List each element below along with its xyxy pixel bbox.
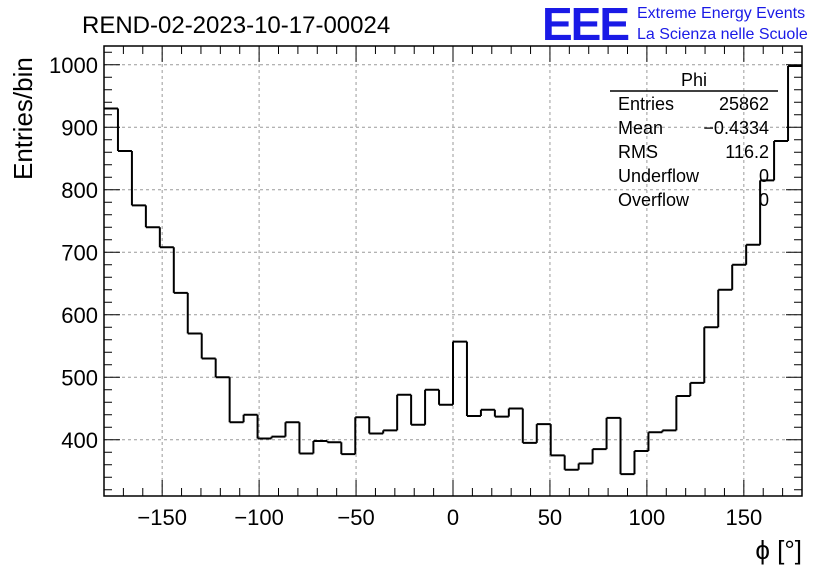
y-tick-label: 1000 — [49, 53, 98, 78]
histogram-bin — [452, 340, 467, 405]
stats-row-label: Underflow — [618, 166, 700, 186]
stats-row-label: Overflow — [618, 190, 690, 210]
stats-row-value: −0.4334 — [703, 118, 769, 138]
histogram-bin — [507, 407, 523, 417]
x-tick-label: −150 — [137, 505, 187, 530]
histogram-bin — [591, 448, 607, 464]
histogram-bin — [619, 417, 635, 476]
eee-logo: EEE Extreme Energy Events La Scienza nel… — [542, 0, 808, 50]
histogram-bin — [787, 65, 802, 141]
y-tick-label: 700 — [61, 240, 98, 265]
x-tick-label: −100 — [234, 505, 284, 530]
histogram-bin — [354, 416, 370, 455]
histogram-bin — [549, 424, 565, 457]
histogram-bin — [535, 423, 551, 443]
stats-rows: Entries 25862 Mean −0.4334 RMS 116.2 Underflow… — [618, 94, 769, 210]
histogram-bin — [144, 205, 160, 229]
histogram-bin — [284, 421, 300, 437]
x-tick-label: 150 — [725, 505, 762, 530]
histogram-bin — [410, 394, 426, 426]
logo-mark: EEE — [542, 0, 628, 50]
histogram-bin — [521, 408, 537, 444]
x-tick-label: −50 — [337, 505, 374, 530]
x-axis-title: ϕ [°] — [755, 535, 802, 565]
plot-title: REND-02-2023-10-17-00024 — [82, 12, 390, 39]
histogram-bin — [563, 455, 579, 471]
histogram-bin — [424, 388, 440, 425]
plot-frame — [103, 45, 803, 497]
histogram-bin — [158, 227, 174, 249]
histogram-bin — [633, 450, 649, 475]
histogram-bin — [312, 440, 328, 454]
grid-lines — [104, 46, 802, 496]
histogram-bin — [773, 140, 789, 181]
stats-row-value: 116.2 — [725, 142, 769, 162]
histogram-bin — [228, 377, 244, 424]
histogram-bin — [717, 288, 733, 328]
histogram-bin — [270, 435, 286, 439]
histogram-bin — [675, 395, 691, 431]
x-tick-label: 100 — [629, 505, 666, 530]
y-tick-label: 600 — [61, 303, 98, 328]
histogram-bins — [104, 65, 802, 476]
y-tick-label: 900 — [61, 115, 98, 140]
histogram-bin — [326, 441, 342, 444]
histogram-bin — [172, 247, 188, 294]
histogram-bin — [661, 429, 677, 433]
stats-row-value: 0 — [759, 166, 769, 186]
histogram-bin — [396, 393, 412, 431]
histogram-bin — [703, 326, 719, 383]
histogram-bin — [577, 462, 593, 470]
logo-line1: Extreme Energy Events — [637, 5, 805, 22]
histogram-bin — [745, 243, 761, 265]
histogram-bin — [479, 408, 495, 416]
y-axis-title: Entries/bin — [8, 57, 38, 180]
stats-row-label: Mean — [618, 118, 663, 138]
histogram-bin — [647, 431, 663, 451]
stats-box: Phi Entries 25862 Mean −0.4334 RMS 116.2 Under… — [610, 70, 778, 210]
histogram-bin — [731, 263, 747, 290]
y-tick-labels: 400 500 600 700 800 900 1000 — [49, 53, 98, 453]
histogram-bin — [605, 416, 621, 450]
stats-name: Phi — [681, 70, 707, 90]
x-tick-labels: −150 −100 −50 0 50 100 150 — [137, 505, 762, 530]
histogram-bin — [438, 389, 453, 406]
x-tick-label: 50 — [538, 505, 562, 530]
logo-line2: La Scienza nelle Scuole — [637, 26, 808, 43]
histogram-bin — [256, 414, 272, 440]
histogram-bin — [382, 429, 398, 434]
histogram-bin — [242, 413, 258, 423]
x-tick-label: 0 — [447, 505, 459, 530]
histogram-bin — [200, 333, 216, 360]
stats-row-label: Entries — [618, 94, 674, 114]
histogram-bin — [465, 341, 481, 417]
y-tick-label: 400 — [61, 428, 98, 453]
histogram-bin — [340, 442, 356, 456]
histogram-bin — [493, 409, 509, 418]
stats-row-value: 25862 — [719, 94, 769, 114]
histogram-bin — [298, 422, 314, 455]
histogram-bin — [214, 358, 230, 379]
stats-row-value: 0 — [759, 190, 769, 210]
histogram-bin — [130, 151, 146, 207]
histogram-bin — [186, 292, 202, 335]
stats-row-label: RMS — [618, 142, 658, 162]
histogram-bin — [689, 381, 705, 396]
y-tick-label: 500 — [61, 365, 98, 390]
y-tick-label: 800 — [61, 178, 98, 203]
histogram-bin — [759, 179, 775, 245]
histogram-bin — [368, 417, 384, 435]
histogram-bin — [116, 108, 132, 152]
